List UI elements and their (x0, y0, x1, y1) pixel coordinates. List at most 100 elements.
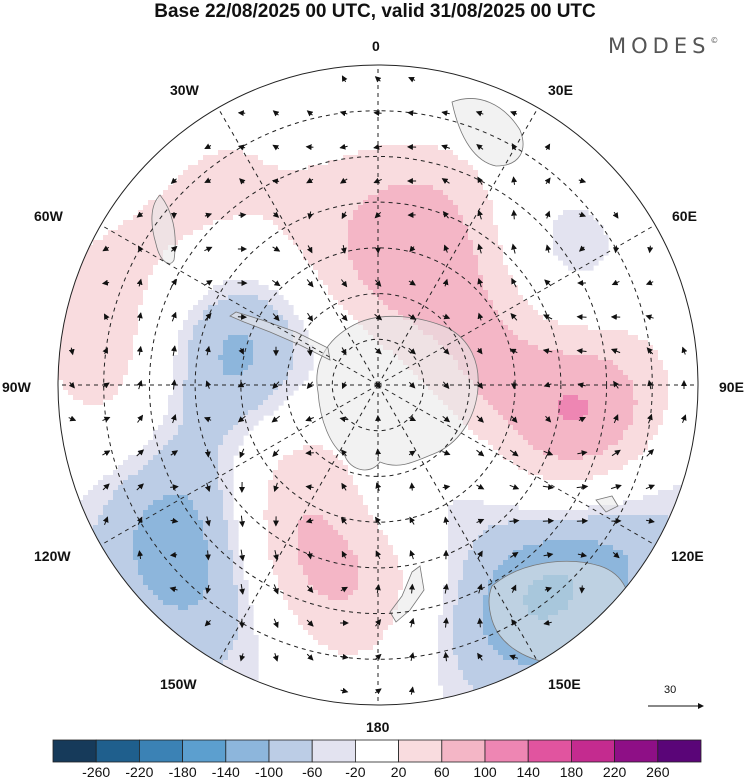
anomaly-cell (238, 345, 244, 351)
anomaly-cell (118, 340, 124, 346)
anomaly-cell (283, 170, 289, 176)
anomaly-cell (248, 210, 254, 216)
anomaly-cell (363, 120, 369, 126)
anomaly-cell (288, 340, 294, 346)
anomaly-cell (403, 130, 409, 136)
anomaly-cell (528, 340, 534, 346)
anomaly-cell (73, 325, 79, 331)
anomaly-cell (508, 385, 514, 391)
anomaly-cell (423, 215, 429, 221)
anomaly-cell (513, 295, 519, 301)
anomaly-cell (243, 345, 249, 351)
anomaly-cell (283, 245, 289, 251)
anomaly-cell (638, 360, 644, 366)
anomaly-cell (203, 365, 209, 371)
anomaly-cell (273, 100, 279, 106)
anomaly-cell (128, 325, 134, 331)
anomaly-cell (408, 300, 414, 306)
anomaly-cell (128, 255, 134, 261)
anomaly-cell (538, 295, 544, 301)
anomaly-cell (513, 325, 519, 331)
anomaly-cell (493, 220, 499, 226)
anomaly-cell (608, 320, 614, 326)
anomaly-cell (398, 130, 404, 136)
anomaly-cell (453, 270, 459, 276)
anomaly-cell (438, 125, 444, 131)
anomaly-cell (293, 230, 299, 236)
anomaly-cell (218, 345, 224, 351)
anomaly-cell (128, 375, 134, 381)
anomaly-cell (433, 270, 439, 276)
anomaly-cell (308, 150, 314, 156)
anomaly-cell (443, 130, 449, 136)
anomaly-cell (268, 220, 274, 226)
anomaly-cell (678, 355, 684, 361)
anomaly-cell (178, 330, 184, 336)
anomaly-cell (573, 360, 579, 366)
anomaly-cell (168, 150, 174, 156)
anomaly-cell (288, 390, 294, 396)
anomaly-cell (153, 165, 159, 171)
anomaly-cell (213, 170, 219, 176)
anomaly-cell (333, 130, 339, 136)
anomaly-cell (233, 345, 239, 351)
anomaly-cell (473, 260, 479, 266)
anomaly-cell (98, 300, 104, 306)
anomaly-cell (448, 310, 454, 316)
anomaly-cell (178, 175, 184, 181)
anomaly-cell (608, 350, 614, 356)
anomaly-cell (498, 290, 504, 296)
anomaly-cell (458, 290, 464, 296)
anomaly-cell (118, 320, 124, 326)
anomaly-cell (503, 260, 509, 266)
anomaly-cell (233, 185, 239, 191)
anomaly-cell (338, 170, 344, 176)
anomaly-cell (433, 200, 439, 206)
anomaly-cell (498, 235, 504, 241)
anomaly-cell (233, 280, 239, 286)
anomaly-cell (158, 180, 164, 186)
anomaly-cell (233, 130, 239, 136)
anomaly-cell (668, 335, 674, 341)
anomaly-cell (378, 150, 384, 156)
anomaly-cell (453, 290, 459, 296)
anomaly-cell (213, 285, 219, 291)
anomaly-cell (303, 140, 309, 146)
anomaly-cell (238, 100, 244, 106)
anomaly-cell (113, 355, 119, 361)
anomaly-cell (273, 165, 279, 171)
anomaly-cell (178, 240, 184, 246)
anomaly-cell (533, 320, 539, 326)
anomaly-cell (323, 245, 329, 251)
anomaly-cell (88, 390, 94, 396)
anomaly-cell (608, 330, 614, 336)
anomaly-cell (523, 330, 529, 336)
anomaly-cell (418, 155, 424, 161)
anomaly-cell (183, 395, 189, 401)
anomaly-cell (468, 340, 474, 346)
anomaly-cell (188, 330, 194, 336)
anomaly-cell (213, 125, 219, 131)
anomaly-cell (88, 275, 94, 281)
anomaly-cell (538, 315, 544, 321)
anomaly-cell (303, 110, 309, 116)
anomaly-cell (318, 210, 324, 216)
anomaly-cell (248, 375, 254, 381)
anomaly-cell (138, 190, 144, 196)
anomaly-cell (338, 225, 344, 231)
anomaly-cell (543, 370, 549, 376)
anomaly-cell (258, 115, 264, 121)
anomaly-cell (573, 310, 579, 316)
anomaly-cell (568, 380, 574, 386)
anomaly-cell (568, 230, 574, 236)
anomaly-cell (433, 125, 439, 131)
anomaly-cell (568, 315, 574, 321)
anomaly-cell (398, 210, 404, 216)
anomaly-cell (478, 270, 484, 276)
anomaly-cell (288, 80, 294, 86)
anomaly-cell (423, 170, 429, 176)
anomaly-cell (263, 155, 269, 161)
anomaly-cell (323, 140, 329, 146)
anomaly-cell (58, 380, 64, 386)
anomaly-cell (173, 150, 179, 156)
